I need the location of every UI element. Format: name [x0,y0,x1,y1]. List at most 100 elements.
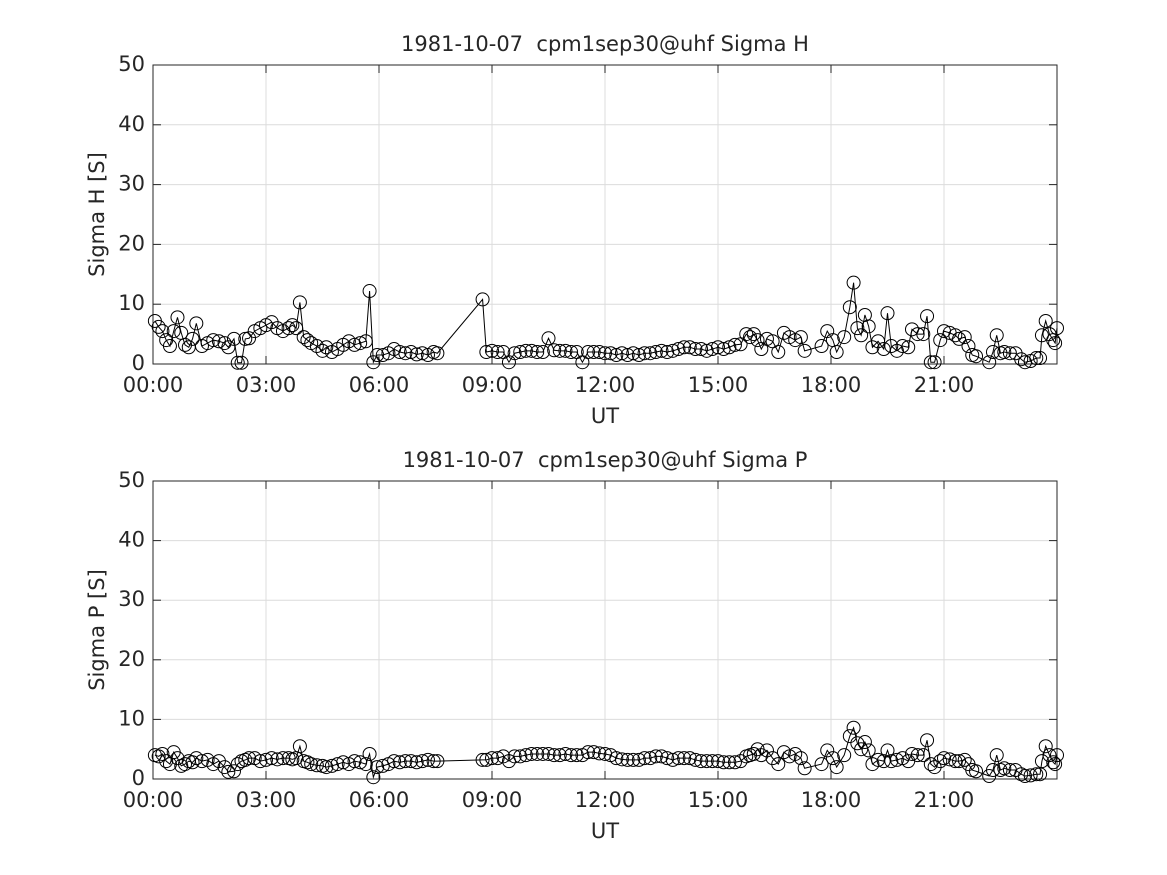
data-point [1048,336,1063,351]
data-point [603,346,618,361]
data-point [771,345,786,360]
data-point [626,752,641,767]
data-point [850,321,865,336]
data-point [829,760,844,775]
y-tick-label: 30 [118,587,145,611]
data-point [942,752,957,767]
y-tick-label: 10 [118,706,145,730]
data-point [552,748,567,763]
data-point [1002,346,1017,361]
y-tick-label: 50 [118,468,145,492]
data-point [884,754,899,769]
x-tick-label: 12:00 [575,788,636,812]
data-point [631,752,646,767]
data-point [387,754,402,769]
data-point [916,327,931,342]
data-point [1029,767,1044,782]
data-point [654,343,669,358]
data-point [166,324,181,339]
data-point [404,754,419,769]
data-point [614,752,629,767]
data-point [759,743,774,758]
x-tick-label: 12:00 [575,373,636,397]
y-tick-label: 50 [118,52,145,76]
data-point [217,760,232,775]
data-point [375,348,390,363]
data-point [409,347,424,362]
data-point [923,355,938,370]
data-point [814,757,829,772]
data-point [234,355,249,370]
x-tick-label: 15:00 [688,373,749,397]
data-point [475,752,490,767]
data-point [665,343,680,358]
x-tick-label: 21:00 [914,788,975,812]
y-axis-label: Sigma P [S] [85,569,109,691]
data-point [948,328,963,343]
data-point [982,355,997,370]
data-point [485,343,499,358]
data-point [221,340,236,355]
data-point [643,751,658,766]
y-tick-label: 40 [118,528,145,552]
data-point [637,751,652,766]
data-point [1050,321,1064,336]
data-point [716,755,731,770]
data-point [880,743,895,758]
data-point [541,331,556,346]
data-point [626,346,641,361]
data-point [927,355,942,370]
data-point [496,749,511,764]
chart-title: 1981-10-07 cpm1sep30@uhf Sigma H [401,32,809,56]
data-point [189,316,204,331]
data-point [797,343,812,358]
data-point [353,755,368,770]
data-point [518,748,533,763]
x-tick-label: 00:00 [123,788,184,812]
data-point [957,752,972,767]
data-point [507,346,522,361]
data-point [315,343,330,358]
x-axis-label: UT [591,819,619,843]
data-point [854,742,869,757]
data-point [699,343,714,358]
data-point [426,754,441,769]
x-tick-label: 03:00 [236,788,297,812]
data-point [475,292,490,307]
data-point [530,746,545,761]
data-point [969,764,984,779]
x-axis-label: UT [591,404,619,428]
data-point [370,348,385,363]
data-point [889,752,904,767]
data-point [688,752,703,767]
data-point [743,330,758,345]
data-point [485,751,499,766]
data-point [564,345,579,360]
data-point [155,746,170,761]
data-point [430,754,445,769]
data-point [989,748,1004,763]
data-point [206,333,221,348]
data-point [677,340,692,355]
data-point [366,355,381,370]
data-point [614,346,629,361]
data-point [242,751,257,766]
x-tick-label: 03:00 [236,373,297,397]
data-point [620,348,635,363]
data-point [643,346,658,361]
y-tick-label: 0 [132,766,145,790]
x-tick-label: 09:00 [462,373,523,397]
data-point [292,739,307,754]
data-point [665,752,680,767]
data-point [285,318,300,333]
y-tick-label: 20 [118,647,145,671]
data-point [370,760,385,775]
data-point [648,749,663,764]
data-point [392,755,407,770]
data-point [837,330,852,345]
data-point [238,331,253,346]
data-point [997,761,1012,776]
data-point [793,751,808,766]
chart-title: 1981-10-07 cpm1sep30@uhf Sigma P [403,448,808,472]
